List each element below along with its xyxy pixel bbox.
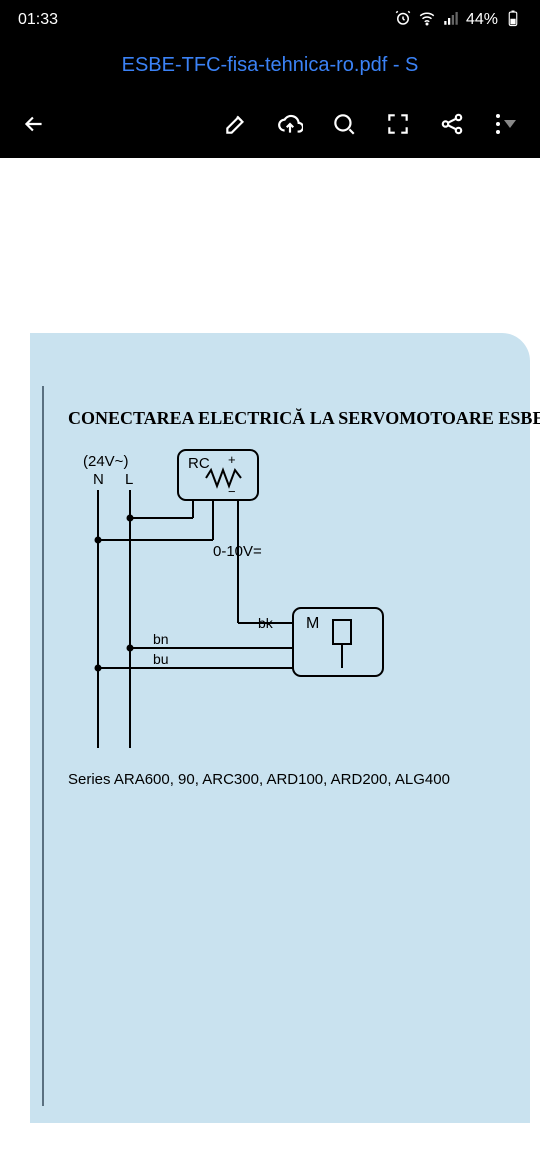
status-time: 01:33 — [18, 11, 58, 29]
svg-text:M: M — [306, 615, 319, 632]
svg-text:0-10V=: 0-10V= — [213, 543, 262, 560]
more-menu-button[interactable] — [492, 110, 520, 138]
series-list: Series ARA600, 90, ARC300, ARD100, ARD20… — [68, 771, 450, 788]
wiring-diagram: (24V~) N L RC + − — [68, 448, 498, 748]
share-button[interactable] — [438, 110, 466, 138]
wifi-icon — [418, 9, 436, 32]
status-bar: 01:33 44% — [0, 0, 540, 40]
chevron-down-icon — [504, 120, 516, 128]
fullscreen-button[interactable] — [384, 110, 412, 138]
svg-text:bk: bk — [258, 615, 274, 631]
battery-percent: 44% — [466, 11, 498, 29]
toolbar — [0, 90, 540, 158]
title-bar: ESBE-TFC-fisa-tehnica-ro.pdf - S — [0, 40, 540, 90]
signal-icon — [442, 9, 460, 32]
search-button[interactable] — [330, 110, 358, 138]
section-heading: CONECTAREA ELECTRICĂ LA SERVOMOTOARE ESB… — [68, 408, 540, 429]
edit-button[interactable] — [222, 110, 250, 138]
alarm-icon — [394, 9, 412, 32]
svg-text:bu: bu — [153, 651, 169, 667]
svg-text:L: L — [125, 471, 133, 488]
separator-line — [42, 386, 44, 1106]
svg-text:bn: bn — [153, 631, 169, 647]
svg-text:−: − — [228, 484, 236, 499]
supply-label: (24V~) — [83, 453, 128, 470]
svg-text:N: N — [93, 471, 104, 488]
back-button[interactable] — [20, 110, 48, 138]
document-page: 0 CONECTAREA ELECTRICĂ LA SERVOMOTOARE E… — [0, 168, 540, 1170]
document-viewport[interactable]: 0 CONECTAREA ELECTRICĂ LA SERVOMOTOARE E… — [0, 158, 540, 1170]
document-title: ESBE-TFC-fisa-tehnica-ro.pdf - S — [122, 54, 419, 77]
svg-text:RC: RC — [188, 455, 210, 472]
svg-text:+: + — [228, 452, 236, 467]
cloud-upload-button[interactable] — [276, 110, 304, 138]
battery-icon — [504, 9, 522, 32]
